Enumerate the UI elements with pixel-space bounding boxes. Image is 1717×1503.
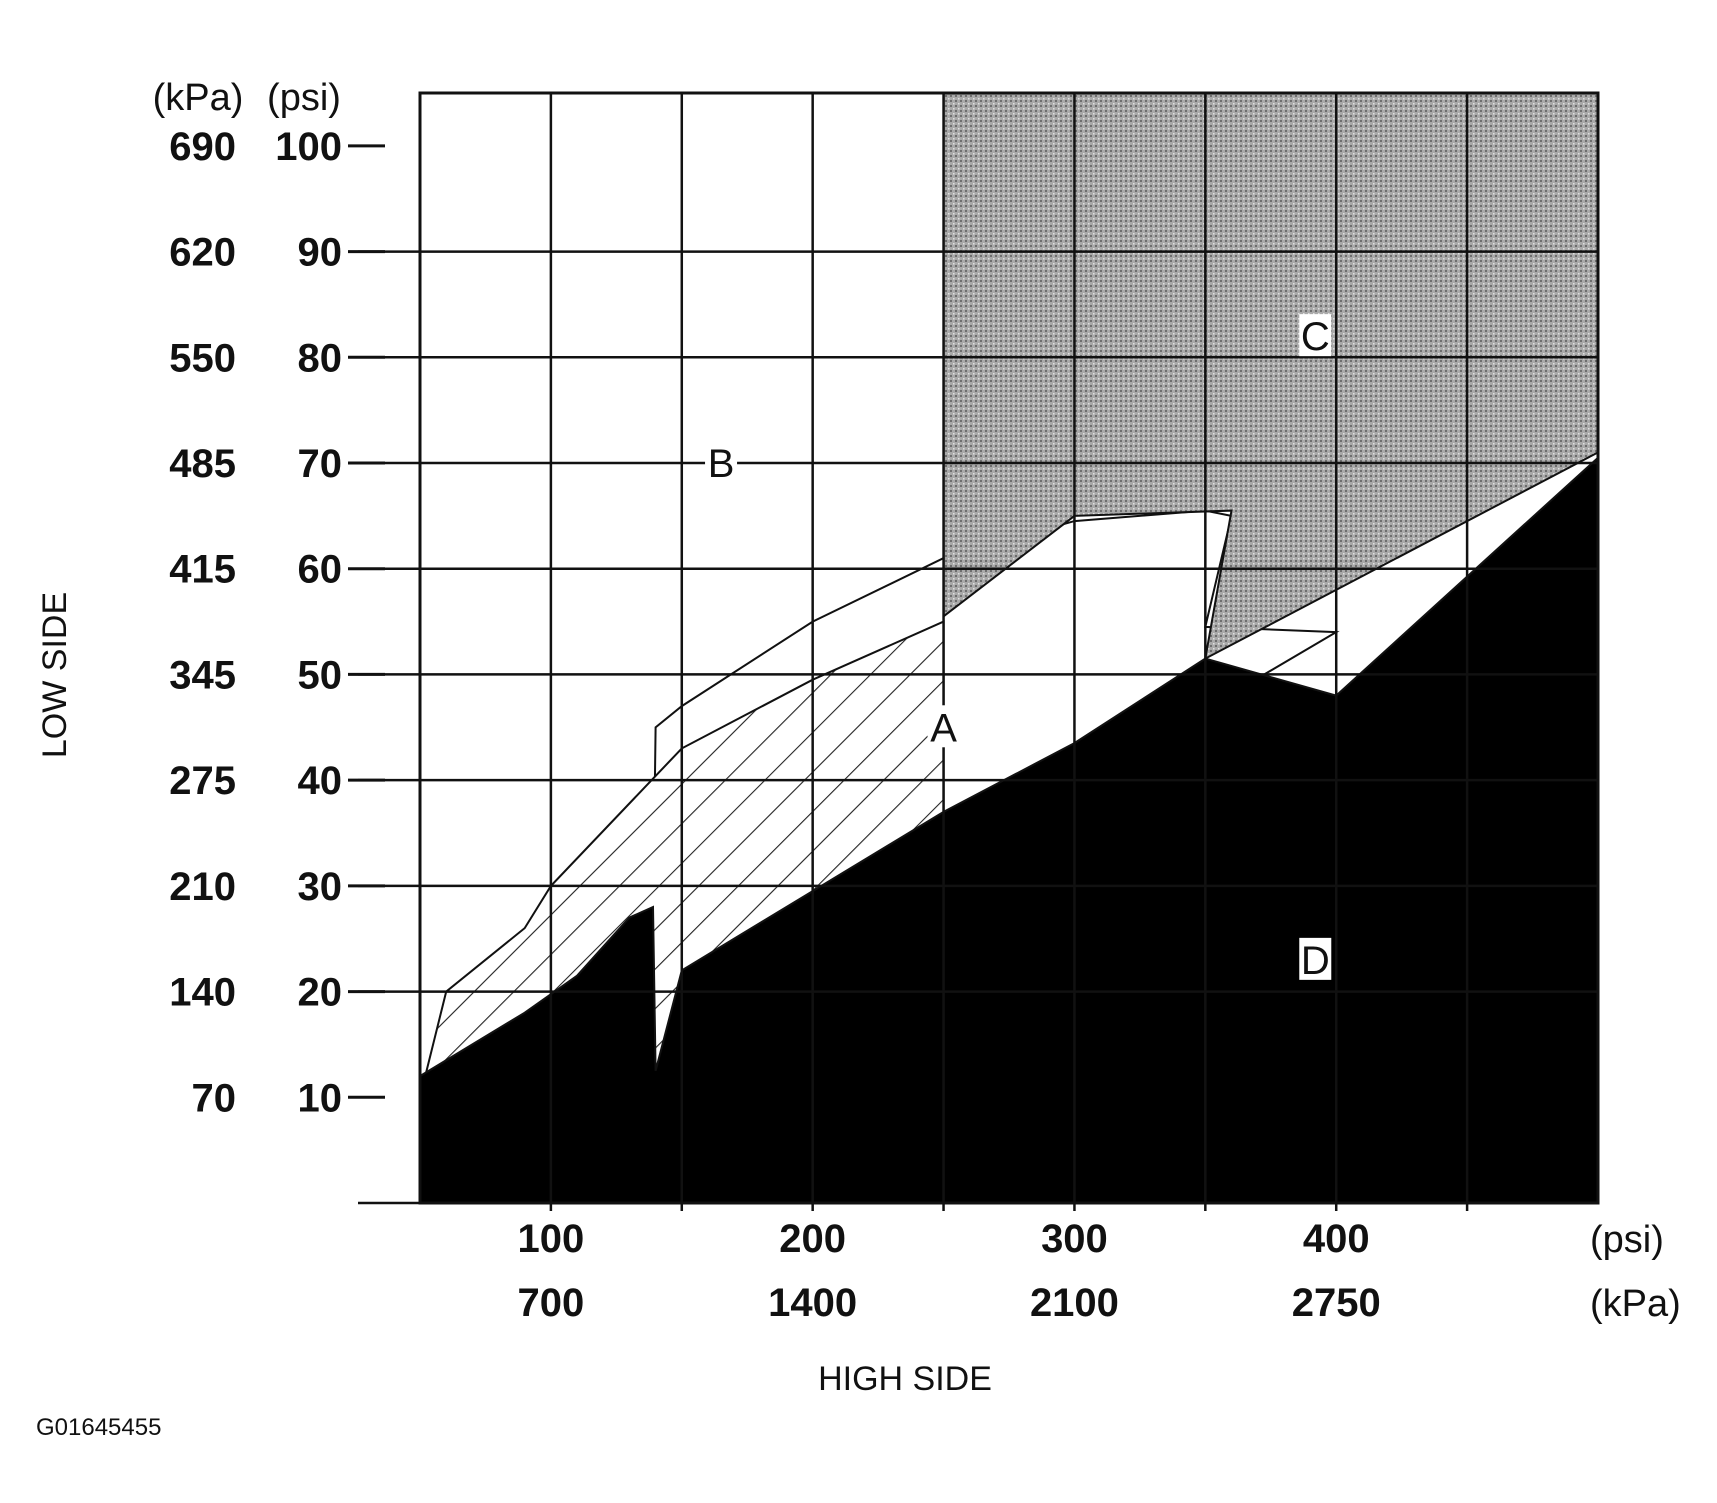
y-tick-label-kpa: 140 — [169, 971, 236, 1015]
y-tick-label-kpa: 550 — [169, 336, 236, 380]
region-label-box — [927, 705, 960, 748]
region-label-c: C — [1301, 315, 1330, 359]
region-label-d: D — [1301, 939, 1330, 983]
x-unit-primary: (psi) — [1590, 1219, 1664, 1261]
y-tick-label-kpa: 345 — [169, 653, 236, 697]
y-tick-label-psi: 70 — [298, 442, 343, 486]
y-tick-label-psi: 30 — [298, 865, 343, 909]
region-label-a: A — [930, 706, 957, 750]
y-axis-title: LOW SIDE — [36, 592, 74, 758]
x-unit-secondary: (kPa) — [1590, 1283, 1681, 1325]
grid-layer: A B C D — [358, 91, 1600, 1211]
y-tick-label-kpa: 70 — [192, 1076, 237, 1120]
y-tick-label-psi: 20 — [298, 971, 343, 1015]
x-tick-label-kpa: 2100 — [1030, 1281, 1119, 1325]
region-label-box — [1299, 314, 1332, 357]
x-tick-label-psi: 100 — [518, 1217, 585, 1261]
region-label-box — [1299, 937, 1332, 980]
plot-frame — [418, 91, 1600, 1205]
y-tick-label-psi: 90 — [298, 231, 343, 275]
x-tick-label-psi: 400 — [1303, 1217, 1370, 1261]
x-axis-title: HIGH SIDE — [818, 1360, 992, 1398]
region-label-b: B — [708, 442, 735, 486]
y-tick-label-psi: 50 — [298, 653, 343, 697]
y-unit-secondary: (kPa) — [153, 77, 244, 119]
y-tick-label-psi: 80 — [298, 336, 343, 380]
y-unit-primary: (psi) — [267, 77, 341, 119]
y-tick-label-psi: 100 — [275, 125, 342, 169]
y-tick-label-kpa: 690 — [169, 125, 236, 169]
x-tick-label-kpa: 1400 — [768, 1281, 857, 1325]
region-label-box — [705, 441, 738, 483]
y-tick-label-psi: 10 — [298, 1076, 343, 1120]
figure-id: G01645455 — [36, 1414, 161, 1441]
x-tick-label-psi: 200 — [779, 1217, 846, 1261]
y-tick-label-kpa: 210 — [169, 865, 236, 909]
x-tick-label-kpa: 700 — [518, 1281, 585, 1325]
axis-layer: 690 100 620 90 550 80 485 70 415 60 345 50 275 40 210 3… — [169, 125, 1380, 1325]
regions-layer — [419, 92, 1599, 1204]
y-tick-label-kpa: 275 — [169, 759, 236, 803]
y-tick-label-kpa: 620 — [169, 231, 236, 275]
y-tick-label-kpa: 415 — [169, 548, 236, 592]
y-tick-label-psi: 60 — [298, 548, 343, 592]
y-tick-label-kpa: 485 — [169, 442, 236, 486]
y-tick-label-psi: 40 — [298, 759, 343, 803]
x-tick-label-kpa: 2750 — [1292, 1281, 1381, 1325]
x-tick-label-psi: 300 — [1041, 1217, 1108, 1261]
